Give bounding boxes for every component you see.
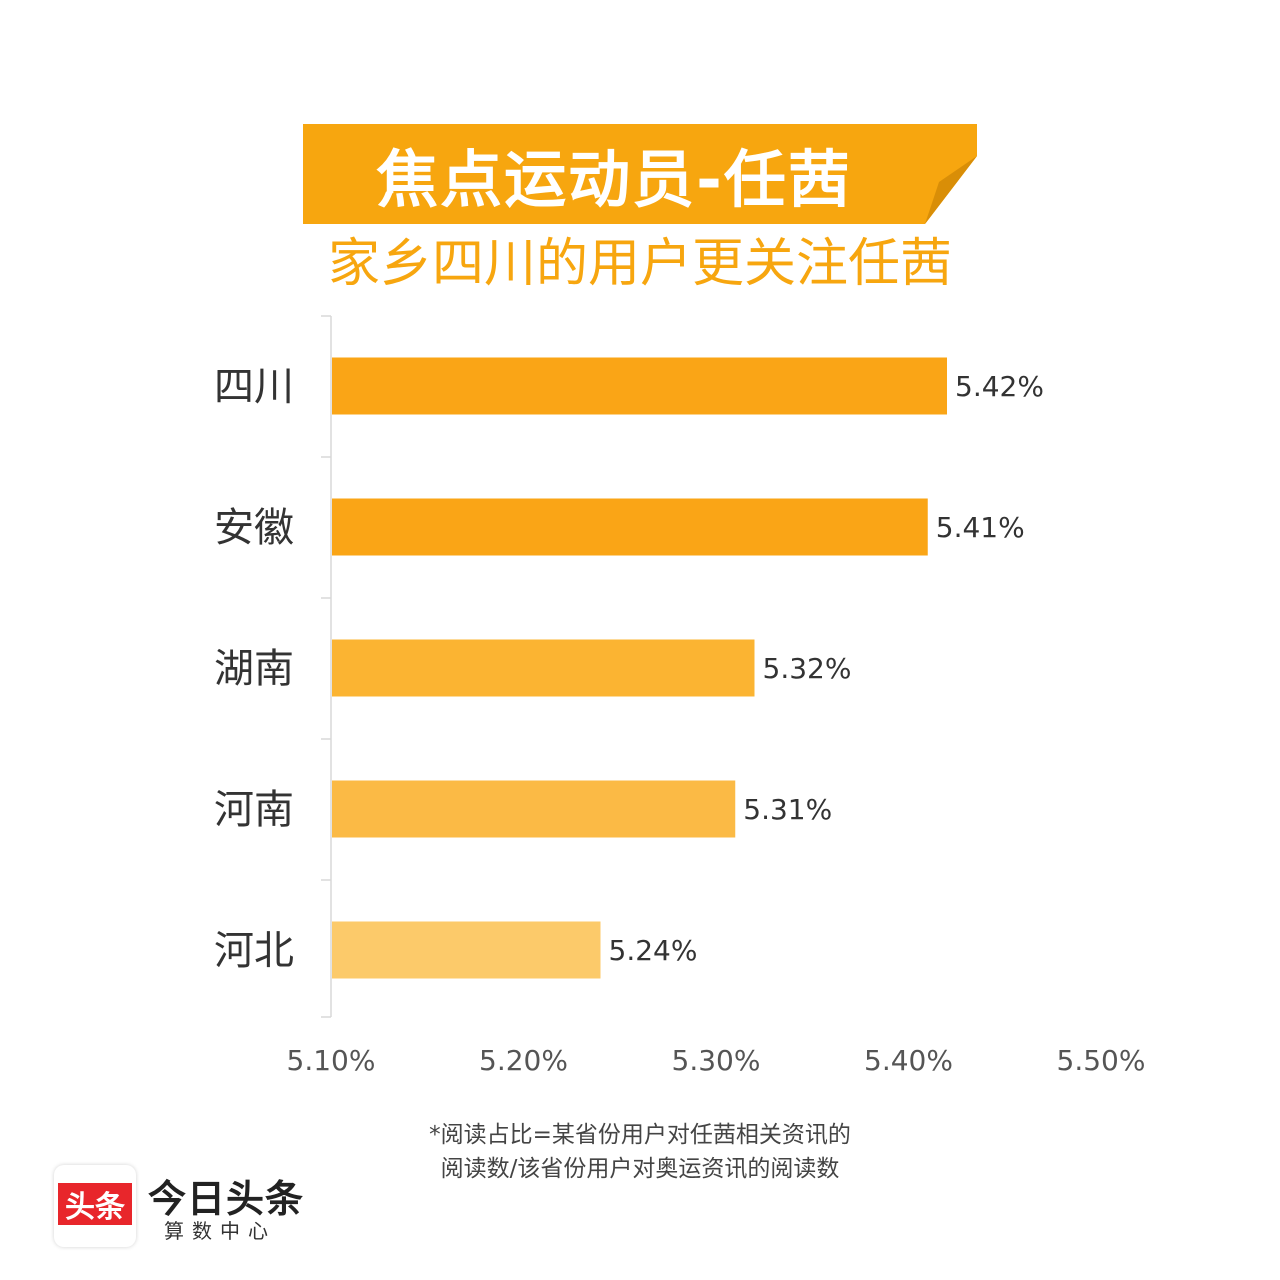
bar (332, 498, 928, 556)
banner-shape (303, 124, 977, 224)
data-label: 5.41% (936, 511, 1025, 544)
footnote: *阅读占比=某省份用户对任茜相关资讯的 阅读数/该省份用户对奥运资讯的阅读数 (340, 1118, 940, 1186)
bar (332, 639, 755, 697)
x-tick-label: 5.40% (864, 1044, 953, 1077)
data-label: 5.24% (609, 934, 698, 967)
data-label: 5.42% (955, 370, 1044, 403)
x-tick-label: 5.30% (672, 1044, 761, 1077)
data-label: 5.31% (743, 793, 832, 826)
footnote-line-1: *阅读占比=某省份用户对任茜相关资讯的 (429, 1122, 851, 1148)
category-label: 河北 (214, 928, 294, 974)
category-label: 安徽 (214, 505, 294, 551)
bar (332, 921, 601, 979)
toutiao-logo-icon: 头条 (58, 1183, 132, 1225)
x-tick-label: 5.10% (287, 1044, 376, 1077)
logo-name: 今日头条 (148, 1177, 305, 1221)
bar (332, 780, 736, 838)
chart-subtitle: 家乡四川的用户更关注任茜 (327, 234, 952, 294)
footnote-line-2: 阅读数/该省份用户对奥运资讯的阅读数 (440, 1156, 840, 1182)
toutiao-logo-badge: 头条 (54, 1165, 136, 1247)
x-tick-label: 5.20% (479, 1044, 568, 1077)
banner-title: 焦点运动员-任茜 (376, 143, 852, 216)
category-label: 河南 (214, 787, 294, 833)
category-label: 四川 (214, 364, 294, 410)
data-label: 5.32% (763, 652, 852, 685)
title-banner: 焦点运动员-任茜 (303, 124, 977, 224)
x-tick-label: 5.50% (1057, 1044, 1146, 1077)
category-label: 湖南 (214, 646, 294, 692)
logo-tagline: 算数中心 (164, 1219, 276, 1243)
bar (332, 357, 947, 415)
